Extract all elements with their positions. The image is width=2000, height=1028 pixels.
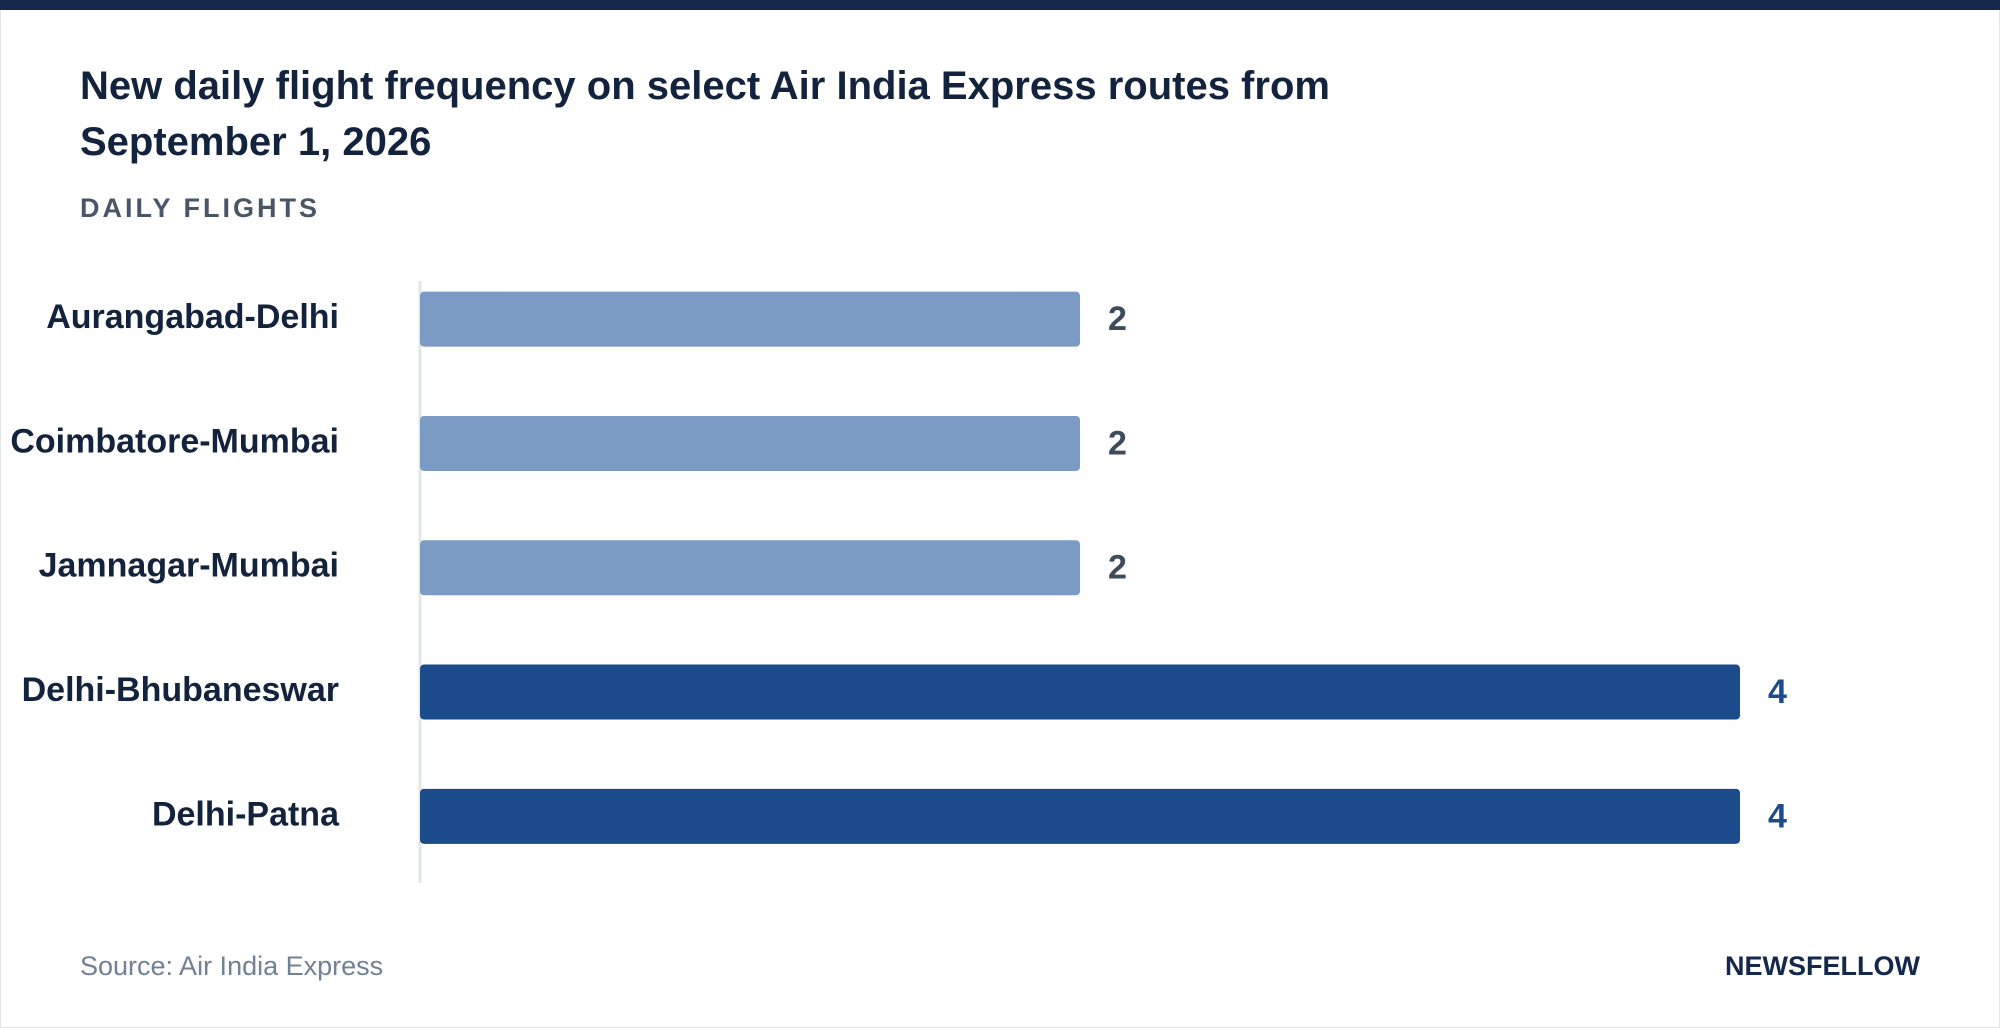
- bar: [420, 415, 1080, 471]
- bar: [420, 540, 1080, 596]
- bar: [420, 291, 1080, 347]
- value-label: 4: [1768, 797, 1787, 835]
- bar: [420, 788, 1740, 844]
- bar: [420, 664, 1740, 720]
- value-label: 2: [1108, 300, 1127, 338]
- brand: NEWSFELLOW: [1725, 951, 1920, 981]
- chart-title: New daily flight frequency on select Air…: [80, 64, 1330, 164]
- y-tick-label: Aurangabad-Delhi: [46, 298, 339, 336]
- value-label: 4: [1768, 673, 1787, 711]
- source: Source: Air India Express: [80, 951, 384, 981]
- y-tick-label: Delhi-Patna: [152, 795, 340, 833]
- value-label: 2: [1108, 424, 1127, 462]
- top-bar: [0, 0, 2000, 10]
- y-tick-label: Coimbatore-Mumbai: [10, 422, 339, 460]
- value-label: 2: [1108, 549, 1127, 587]
- axis-label: DAILY FLIGHTS: [80, 193, 321, 223]
- y-tick-label: Jamnagar-Mumbai: [39, 547, 339, 585]
- y-tick-label: Delhi-Bhubaneswar: [22, 671, 339, 709]
